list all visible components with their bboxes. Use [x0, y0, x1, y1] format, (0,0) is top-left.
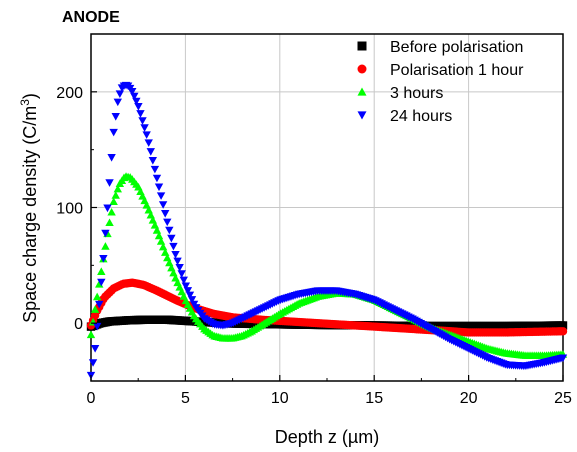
data-point — [181, 282, 191, 291]
data-point — [140, 124, 149, 132]
legend-marker — [357, 111, 367, 120]
data-point — [92, 322, 102, 331]
data-point — [111, 191, 120, 199]
data-point — [148, 157, 158, 165]
data-point — [103, 204, 112, 213]
series-4 — [86, 81, 568, 380]
data-point — [90, 305, 100, 313]
data-point — [128, 87, 137, 96]
x-axis: 0 5 10 15 20 25 — [87, 375, 572, 407]
legend: Before polarisation Polarisation 1 hour 3 … — [357, 39, 524, 125]
y-axis: 0 100 200 — [56, 33, 97, 382]
data-point — [92, 292, 102, 301]
data-point — [136, 110, 145, 118]
data-point — [558, 327, 568, 336]
y-axis-title-sup: 3 — [18, 99, 32, 106]
x-tick-label: 25 — [554, 390, 572, 407]
y-tick-label: 0 — [74, 316, 83, 333]
data-point — [161, 210, 170, 218]
y-axis-title-text: Space charge density (C/m3) — [18, 93, 40, 323]
legend-label: Polarisation 1 hour — [390, 62, 524, 79]
data-point — [185, 291, 195, 300]
legend-marker — [357, 64, 367, 74]
data-point — [109, 197, 118, 206]
y-axis-title: Space charge density (C/m3) — [18, 93, 40, 323]
legend-label: 3 hours — [390, 85, 443, 102]
data-point — [183, 287, 193, 295]
data-point — [154, 183, 164, 192]
data-point — [115, 90, 125, 98]
data-point — [101, 242, 110, 250]
y-tick-label: 100 — [56, 201, 83, 218]
x-tick-label: 0 — [87, 390, 96, 407]
legend-marker — [357, 41, 367, 51]
data-point — [86, 330, 96, 339]
data-point — [107, 154, 116, 162]
data-point — [109, 128, 118, 137]
data-point — [130, 92, 139, 101]
data-point — [107, 207, 116, 216]
y-axis-title-main: Space charge density (C/m — [20, 106, 40, 323]
data-point — [132, 97, 141, 106]
y-axis-title-close: ) — [20, 93, 40, 99]
data-point — [105, 179, 114, 187]
data-point — [152, 174, 162, 183]
x-tick-label: 15 — [365, 390, 383, 407]
data-point — [97, 278, 106, 287]
data-point — [558, 321, 568, 330]
data-point — [175, 263, 184, 272]
data-point — [113, 184, 122, 193]
data-point — [88, 359, 98, 367]
data-point — [138, 117, 147, 125]
data-point — [158, 201, 168, 209]
data-point — [144, 139, 153, 147]
data-point — [169, 242, 178, 251]
data-point — [142, 131, 151, 139]
x-axis-title: Depth z (µm) — [275, 427, 379, 447]
data-point — [187, 296, 197, 304]
data-point — [163, 218, 172, 227]
data-point — [111, 113, 120, 121]
data-point — [177, 270, 186, 278]
data-point — [105, 218, 114, 227]
data-point — [101, 229, 110, 238]
x-tick-label: 5 — [181, 390, 190, 407]
data-point — [165, 226, 174, 235]
x-tick-label: 20 — [460, 390, 478, 407]
data-point — [146, 148, 155, 156]
legend-label: 24 hours — [390, 108, 452, 125]
data-point — [99, 255, 108, 263]
data-layer — [86, 81, 568, 380]
data-point — [150, 165, 160, 174]
data-point — [113, 98, 122, 107]
data-point — [167, 234, 176, 243]
data-point — [171, 250, 180, 259]
data-point — [90, 345, 100, 353]
legend-label: Before polarisation — [390, 39, 523, 56]
data-point — [156, 192, 166, 200]
data-point — [95, 300, 104, 309]
data-point — [558, 354, 568, 363]
data-point — [134, 103, 143, 111]
data-point — [173, 257, 182, 266]
data-point — [97, 267, 106, 275]
data-point — [179, 276, 188, 285]
legend-marker — [357, 87, 367, 96]
chart-title: ANODE — [62, 9, 120, 26]
x-tick-label: 10 — [271, 390, 289, 407]
y-tick-label: 200 — [56, 85, 83, 102]
